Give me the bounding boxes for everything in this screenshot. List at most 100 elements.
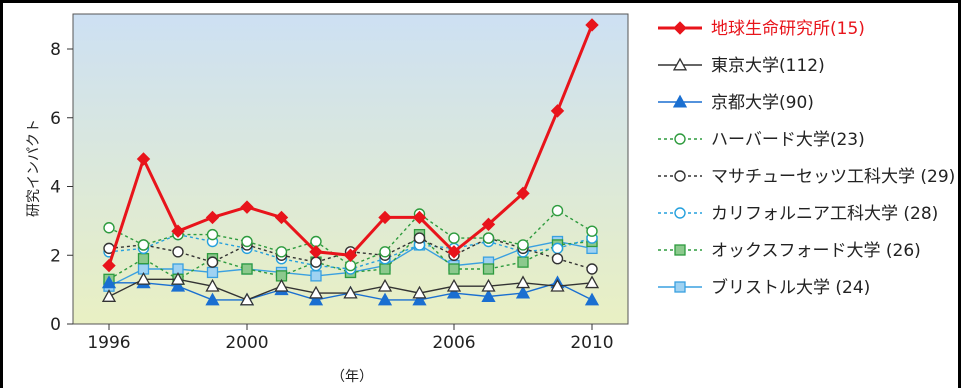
- legend-marker: [674, 281, 686, 293]
- data-point: [136, 271, 151, 285]
- data-point: [274, 278, 289, 292]
- data-point: [412, 285, 427, 299]
- data-point: [515, 275, 531, 289]
- legend-item: 東京大学(112): [658, 56, 825, 76]
- data-point: [379, 263, 391, 275]
- data-point: [205, 292, 220, 306]
- legend-marker: [673, 21, 687, 35]
- data-point: [586, 225, 598, 237]
- legend-label: カリフォルニア工科大学 (28): [711, 204, 938, 224]
- data-point: [516, 186, 530, 201]
- data-point: [170, 271, 186, 285]
- legend-marker: [672, 57, 688, 71]
- data-point: [446, 285, 462, 299]
- data-point: [205, 210, 220, 225]
- data-point: [241, 235, 253, 248]
- data-point: [447, 245, 461, 259]
- data-point: [378, 210, 392, 225]
- data-point: [308, 285, 324, 299]
- legend-marker: [674, 207, 686, 219]
- legend-label: 地球生命研究所(15): [711, 19, 865, 39]
- x-axis-label: （年）: [331, 369, 373, 385]
- data-point: [206, 228, 219, 241]
- data-point: [550, 278, 565, 292]
- x-tick-label: 1996: [87, 333, 130, 353]
- data-point: [310, 270, 322, 282]
- data-point: [344, 259, 357, 272]
- data-point: [448, 263, 460, 275]
- data-point: [585, 18, 599, 32]
- series-0: [102, 18, 599, 273]
- data-point: [377, 278, 393, 292]
- legend-label: オックスフォード大学 (26): [711, 241, 921, 261]
- legend-item: ブリストル大学 (24): [658, 277, 870, 298]
- data-point: [482, 263, 495, 275]
- data-point: [310, 235, 322, 248]
- y-tick-label: 2: [50, 246, 61, 266]
- data-point: [446, 278, 462, 292]
- data-point: [551, 252, 564, 265]
- data-point: [206, 256, 219, 268]
- data-point: [275, 246, 288, 258]
- x-tick-label: 2000: [225, 333, 268, 353]
- legend-item: 地球生命研究所(15): [658, 19, 865, 39]
- legend-marker: [672, 94, 688, 108]
- data-point: [517, 256, 529, 268]
- data-point: [586, 263, 598, 275]
- data-point: [413, 232, 426, 244]
- data-point: [584, 292, 600, 306]
- legend-item: マサチューセッツ工科大学 (29): [658, 167, 955, 187]
- data-point: [377, 292, 393, 306]
- data-point: [550, 104, 565, 118]
- legend-item: カリフォルニア工科大学 (28): [658, 204, 938, 224]
- data-point: [481, 289, 496, 302]
- legend-item: 京都大学(90): [658, 93, 814, 113]
- data-point: [481, 278, 496, 292]
- data-point: [206, 266, 219, 279]
- data-point: [551, 204, 564, 217]
- data-point: [170, 278, 186, 292]
- data-point: [308, 292, 324, 306]
- y-tick-label: 8: [50, 40, 61, 60]
- legend-label: ハーバード大学(23): [711, 130, 865, 150]
- legend-item: ハーバード大学(23): [658, 130, 865, 150]
- data-point: [515, 285, 531, 299]
- data-point: [103, 222, 115, 234]
- legend-marker: [674, 244, 686, 256]
- data-point: [584, 275, 600, 289]
- x-tick-label: 2006: [432, 333, 475, 353]
- y-tick-label: 6: [50, 109, 61, 129]
- data-point: [274, 210, 289, 225]
- data-point: [343, 285, 358, 299]
- series-1: [101, 271, 600, 306]
- data-point: [551, 242, 564, 255]
- data-point: [241, 263, 253, 275]
- data-point: [379, 246, 391, 258]
- data-point: [205, 278, 220, 292]
- data-point: [517, 239, 529, 251]
- series-3: [103, 204, 598, 272]
- data-point: [412, 292, 427, 306]
- x-tick-label: 2010: [570, 333, 613, 353]
- data-point: [448, 232, 460, 244]
- y-tick-label: 0: [50, 315, 61, 335]
- data-point: [137, 239, 150, 251]
- data-point: [101, 275, 117, 289]
- data-point: [172, 246, 184, 258]
- data-point: [239, 292, 255, 306]
- data-point: [171, 224, 185, 238]
- data-point: [137, 253, 150, 265]
- y-tick-label: 4: [50, 178, 61, 198]
- data-point: [101, 289, 117, 302]
- legend-marker: [674, 133, 686, 145]
- legend-label: 東京大学(112): [711, 56, 825, 76]
- legend-label: ブリストル大学 (24): [711, 277, 870, 298]
- data-point: [481, 217, 496, 232]
- legend-marker: [674, 170, 686, 182]
- data-point: [343, 248, 358, 262]
- y-axis-label: 研究インパクト: [26, 119, 42, 217]
- data-point: [102, 258, 116, 273]
- data-point: [240, 200, 254, 214]
